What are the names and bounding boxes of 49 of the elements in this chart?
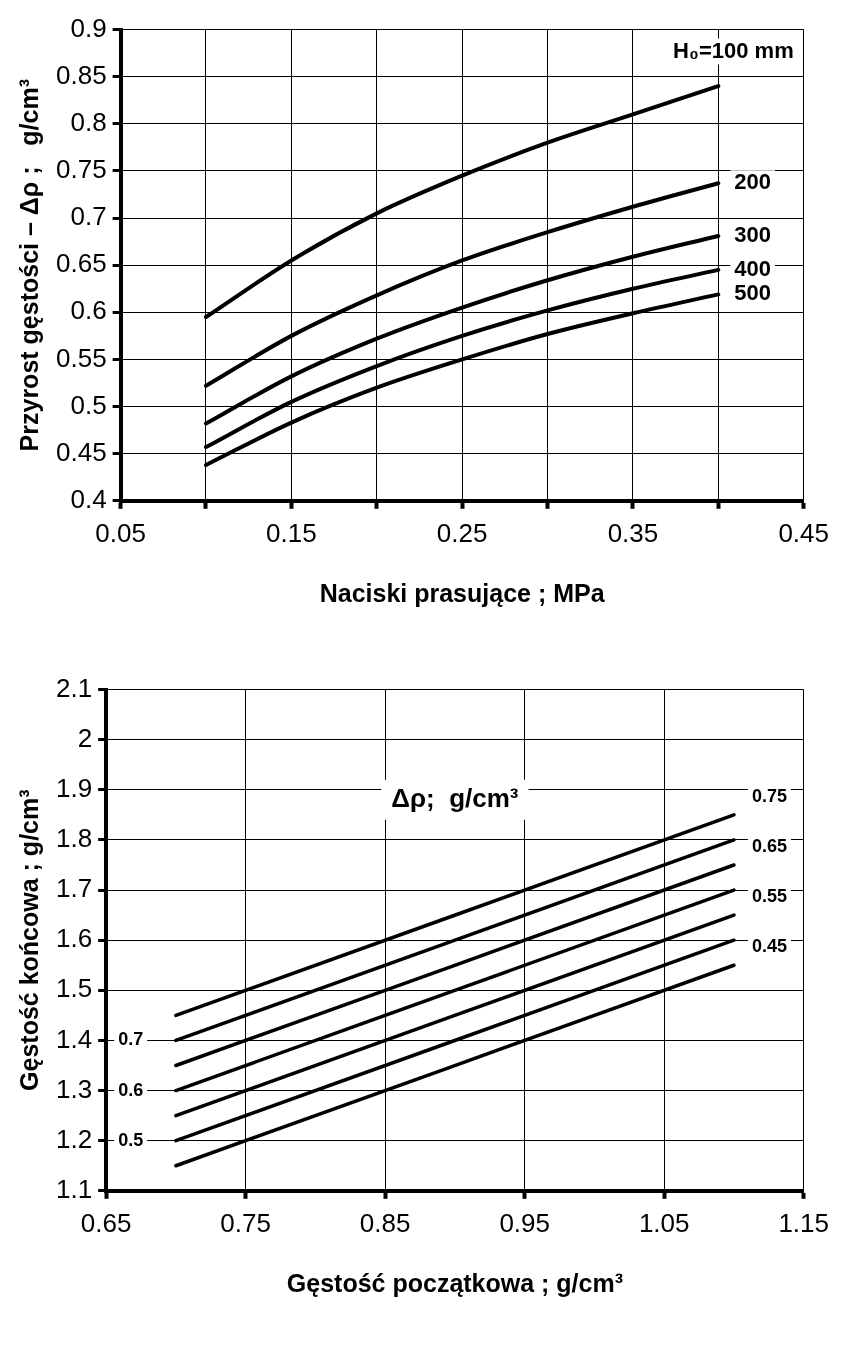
x-tick-label: 0.95 <box>499 1207 550 1238</box>
y-tick-label: 0.7 <box>70 201 107 232</box>
y-tick-label: 1.7 <box>55 873 93 904</box>
y-tick-label: 0.6 <box>70 295 107 326</box>
series-label: 200 <box>734 169 772 195</box>
y-tick-label: 0.4 <box>70 483 107 514</box>
y-tick-label: 0.45 <box>55 436 107 467</box>
series-label: 400 <box>734 255 772 281</box>
y-axis-title: Gęstość końcowa ; g/cm³ <box>14 789 43 1091</box>
y-tick-label: 1.9 <box>55 773 93 804</box>
y-tick-label: 1.8 <box>55 823 93 854</box>
y-tick-label: 0.85 <box>55 59 107 90</box>
y-tick-label: 1.4 <box>55 1023 93 1054</box>
x-tick-label: 0.75 <box>220 1207 271 1238</box>
x-tick-label: 0.15 <box>266 517 317 548</box>
y-tick-label: 1.5 <box>55 973 93 1004</box>
y-axis-title: Przyrost gęstości – Δρ ; g/cm³ <box>14 78 43 452</box>
y-tick-label: 0.8 <box>70 107 107 138</box>
series-label: 500 <box>734 280 772 306</box>
x-tick-label: 1.05 <box>638 1207 690 1238</box>
y-tick-label: 1.6 <box>55 923 93 954</box>
x-tick-label: 0.85 <box>359 1207 411 1238</box>
x-tick-label: 0.05 <box>95 517 146 548</box>
x-axis-title: Gęstość początkowa ; g/cm³ <box>286 1268 624 1297</box>
y-tick-label: 2.1 <box>55 672 93 703</box>
y-tick-label: 0.9 <box>70 12 107 43</box>
y-tick-label: 0.55 <box>55 342 107 373</box>
y-tick-label: 1.1 <box>55 1173 93 1204</box>
x-tick-label: 0.35 <box>607 517 659 548</box>
y-tick-label: 0.65 <box>55 248 107 279</box>
x-tick-label: 1.15 <box>778 1207 829 1238</box>
series-label: 0.5 <box>118 1129 144 1150</box>
y-tick-label: 1.3 <box>55 1073 93 1104</box>
series-label: 0.45 <box>751 936 787 957</box>
series-label: H₀=100 mm <box>673 37 794 63</box>
x-tick-label: 0.45 <box>778 517 829 548</box>
series-label: 300 <box>734 222 772 248</box>
x-axis-title: Naciski prasujące ; MPa <box>319 578 606 607</box>
series-label: 0.6 <box>118 1079 144 1100</box>
series-label: 0.55 <box>751 886 787 907</box>
y-tick-label: 2 <box>77 722 93 753</box>
y-tick-label: 0.75 <box>55 154 107 185</box>
y-tick-label: 0.5 <box>70 389 107 420</box>
series-label: 0.65 <box>751 835 787 856</box>
series-label: 0.7 <box>118 1029 144 1050</box>
y-tick-label: 1.2 <box>55 1123 93 1154</box>
series-label: 0.75 <box>751 785 787 806</box>
x-tick-label: 0.25 <box>436 517 488 548</box>
legend-title: Δρ; g/cm³ <box>391 783 519 814</box>
